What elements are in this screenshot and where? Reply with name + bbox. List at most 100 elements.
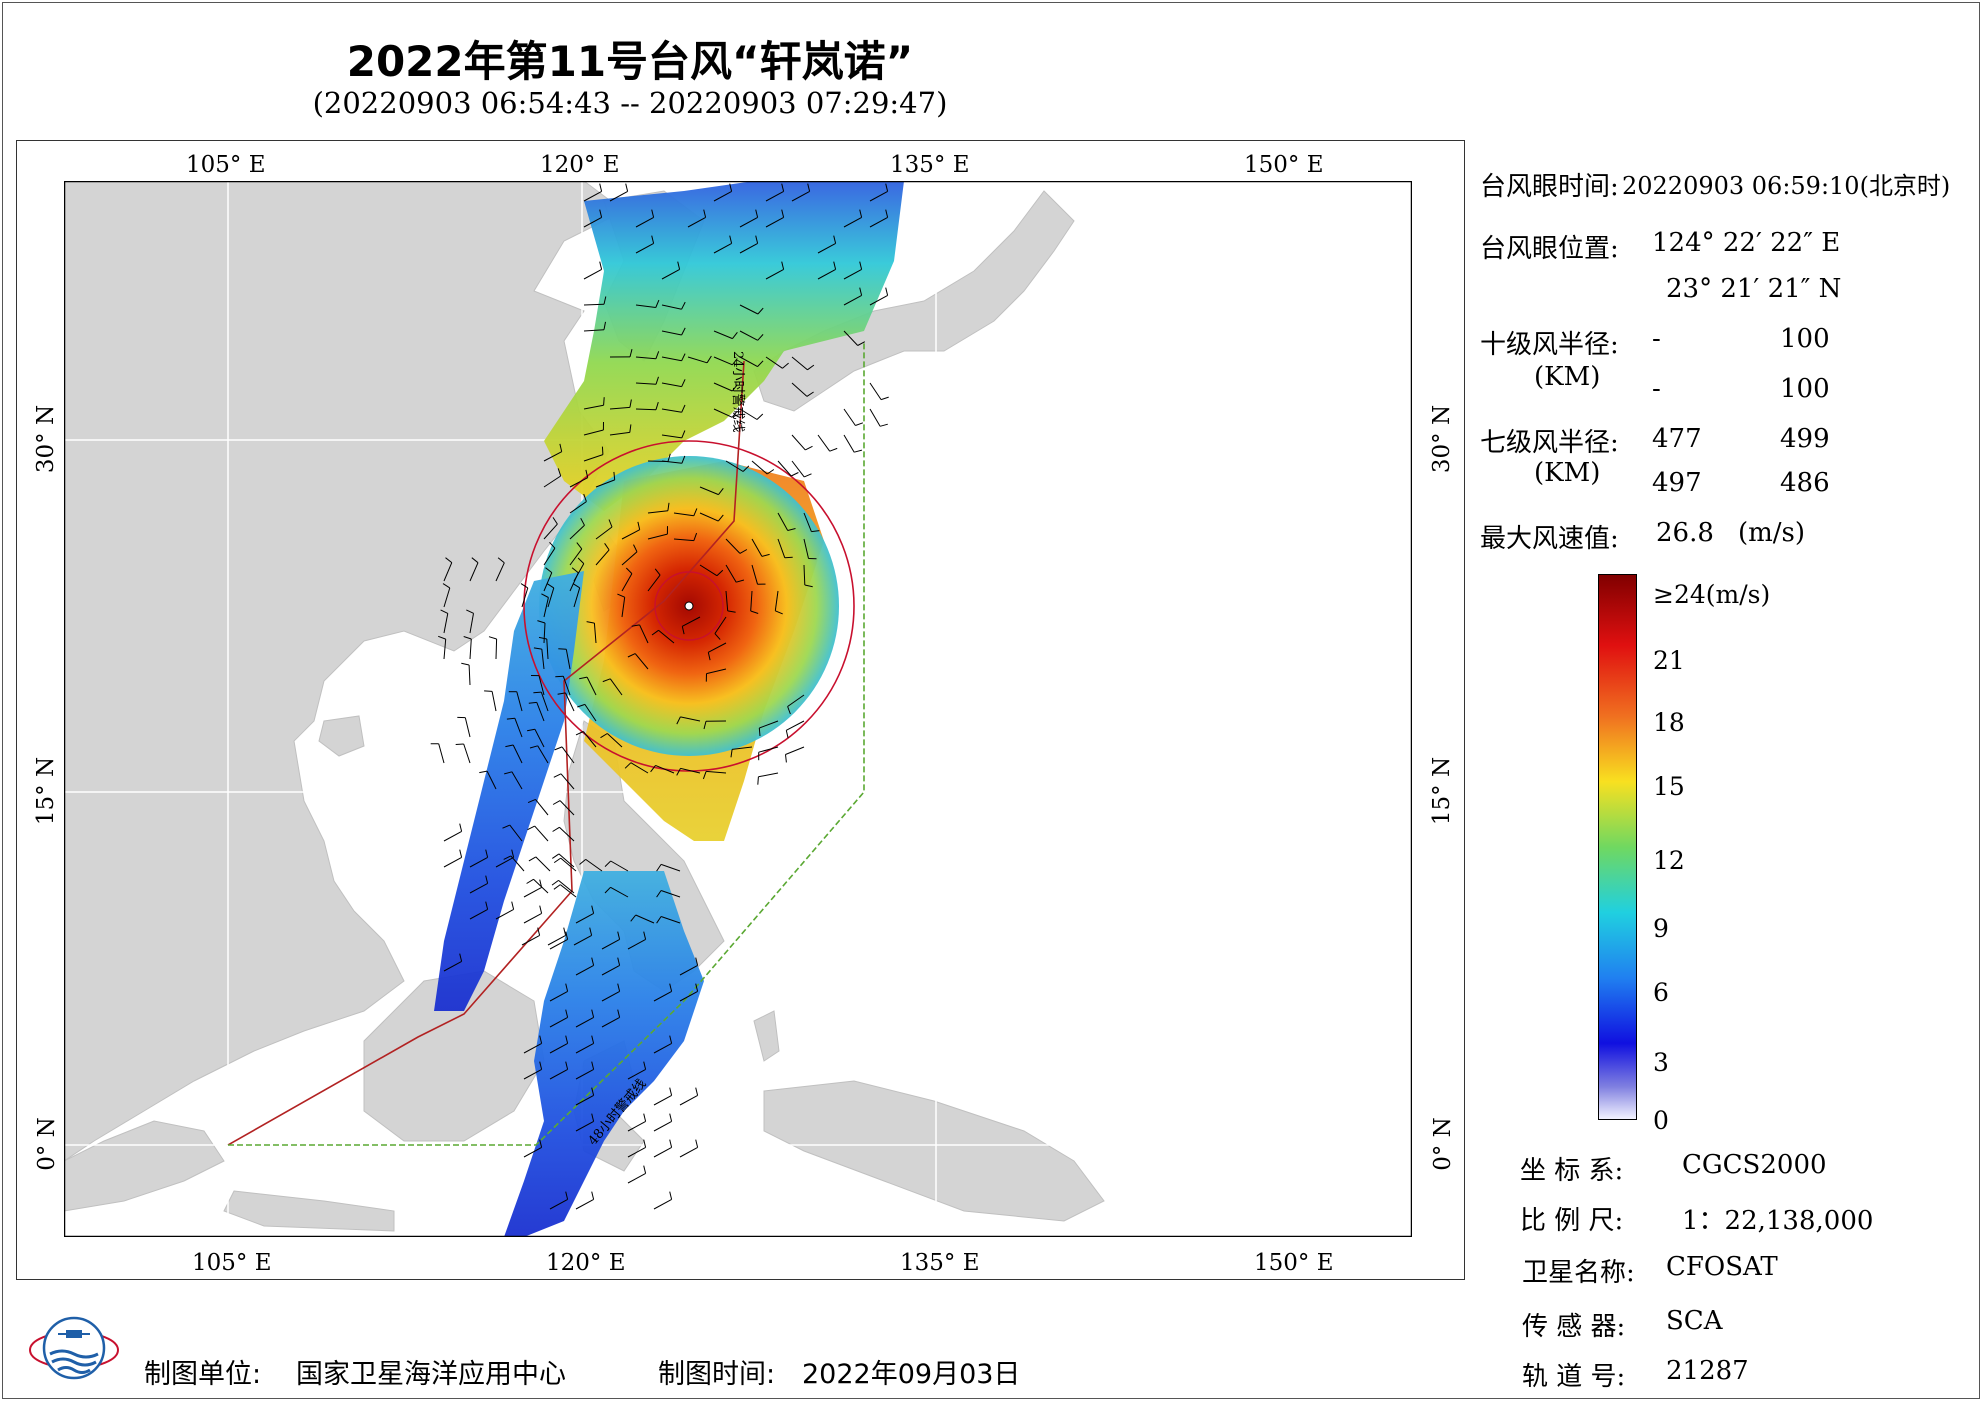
typhoon-eye-marker (684, 601, 694, 611)
wind-barb-shaft (627, 938, 646, 950)
r10-label: 十级风半径: (1480, 330, 1619, 360)
wind-barb-shaft (547, 587, 555, 608)
wind-barb-feather (526, 728, 536, 732)
wind-barb-shaft (843, 434, 855, 453)
land-mainland-asia (64, 181, 625, 1162)
wind-barb-feather (602, 678, 611, 683)
wind-barb-feather (727, 610, 736, 613)
wind-barb-feather (885, 209, 889, 218)
wind-barb-shaft (817, 242, 836, 254)
wind-barb-feather (617, 983, 621, 992)
wind-barb-feather (656, 916, 662, 924)
wind-barb-feather (511, 849, 515, 858)
wind-barb-shaft (621, 597, 626, 618)
eye-position-label: 台风眼位置: (1480, 234, 1619, 264)
wind-barb-feather (654, 568, 661, 576)
wind-barb-feather (591, 957, 595, 966)
land-japan (753, 190, 1075, 412)
wind-barb-shaft (679, 964, 698, 976)
wind-barb-feather (757, 776, 759, 785)
wind-barb-shaft (575, 1094, 594, 1106)
typhoon-wind-map[interactable]: 24小时警戒线 48小时警戒线 (64, 181, 1412, 1237)
wind-barb-feather (736, 579, 745, 583)
warning-line-48h (228, 343, 865, 1146)
wind-barb-feather (655, 351, 660, 359)
wind-barb-feather (603, 397, 605, 406)
wind-barb-feather (528, 856, 537, 862)
colorbar-label-18: 18 (1653, 708, 1685, 737)
wind-barb-shaft (635, 304, 656, 308)
wind-barb-shaft (647, 460, 669, 462)
wind-barb-shaft (682, 616, 701, 627)
wind-barb-feather (655, 299, 660, 308)
wind-barb-shaft (661, 356, 682, 362)
max-wind-label: 最大风速值: (1480, 524, 1619, 554)
wind-barb-shaft (583, 216, 602, 228)
wind-barbs (430, 183, 889, 1210)
eye-time-value: 20220903 06:59:10(北京时) (1622, 172, 1951, 200)
swath-south (504, 871, 704, 1237)
wind-barb-feather (804, 584, 813, 588)
wind-barb-shaft (463, 743, 471, 764)
wind-barb-feather (651, 629, 659, 636)
wind-barb-feather (781, 183, 785, 192)
lon-tick-bottom-120: 120° E (546, 1250, 626, 1276)
wind-barb-feather (787, 706, 791, 715)
wind-barb-shaft (562, 676, 571, 696)
wind-barb-shaft (583, 454, 604, 462)
land-java (223, 1190, 395, 1232)
sensor-label: 传 感 器: (1522, 1312, 1626, 1342)
wind-barb-shaft (843, 408, 856, 426)
wind-barb-feather (438, 635, 446, 640)
wind-barb-feather (717, 514, 724, 522)
wind-barb-feather (591, 1113, 595, 1122)
wind-barb-shaft (817, 268, 836, 280)
wind-barb-shaft (443, 613, 449, 634)
wind-barb-shaft (751, 564, 758, 585)
wind-barb-feather (617, 957, 621, 966)
eye-latitude: 23° 21′ 21″ N (1666, 274, 1842, 304)
wind-barb-feather (565, 983, 569, 992)
wind-barb-feather (533, 647, 542, 650)
wind-barb-feather (757, 360, 764, 367)
wind-barb-shaft (653, 990, 672, 1002)
wind-barb-shaft (635, 408, 657, 411)
colorbar-label-21: 21 (1653, 646, 1685, 675)
producer-label: 制图单位: (144, 1359, 262, 1390)
wind-barb-shaft (653, 1120, 672, 1132)
wind-barb-shaft (549, 990, 568, 1002)
wind-barb-feather (681, 327, 686, 336)
wind-barb-feather (557, 692, 566, 695)
wind-barb-shaft (595, 549, 610, 566)
lat-tick-right-0: 0° N (1429, 1117, 1456, 1171)
wind-barb-shaft (759, 720, 779, 729)
wind-barb-shaft (627, 1146, 646, 1158)
wind-barb-shaft (843, 268, 862, 280)
wind-barb-feather (488, 636, 497, 640)
wind-barb-feather (885, 183, 889, 192)
wind-barb-feather (504, 771, 513, 775)
wind-barb-feather (732, 358, 738, 366)
lon-tick-top-120: 120° E (540, 152, 620, 178)
wind-barb-feather (577, 703, 586, 708)
colorbar-label-6: 6 (1653, 978, 1669, 1007)
wind-barb-shaft (443, 587, 451, 608)
colorbar-label-9: 9 (1653, 914, 1669, 943)
wind-barb-feather (667, 453, 671, 462)
wind-barb-feather (729, 183, 733, 192)
wind-barb-shaft (661, 408, 682, 413)
wind-barb-feather (755, 235, 759, 244)
wind-barb-feather (541, 593, 549, 598)
wind-barb-shaft (583, 190, 602, 202)
wind-barb-feather (455, 743, 464, 745)
wind-barb-feather (784, 556, 793, 559)
lon-tick-bottom-150: 150° E (1254, 1250, 1334, 1276)
wind-barb-shaft (680, 716, 701, 722)
wind-barb-shaft (627, 1172, 646, 1184)
wind-barb-shaft (601, 938, 620, 950)
wind-barb-feather (695, 957, 699, 966)
wind-speed-swaths (434, 181, 904, 1237)
eye-time-label: 台风眼时间: (1480, 172, 1619, 202)
wind-barb-shaft (843, 216, 862, 228)
land-sumatra (64, 1120, 225, 1212)
